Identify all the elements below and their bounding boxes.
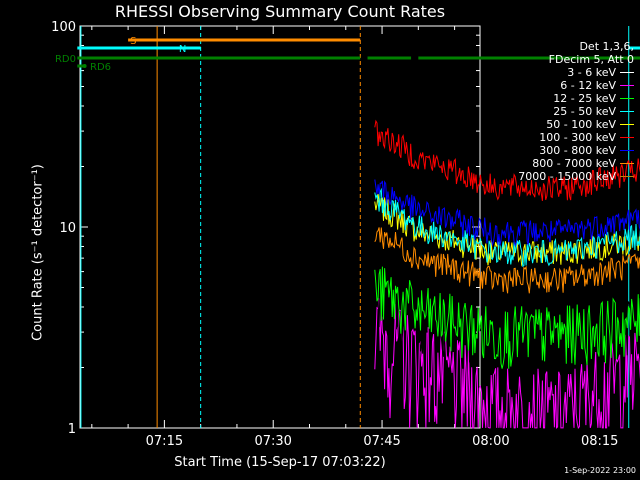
y-tick-label: 1 [68,422,76,437]
legend-swatch [620,98,634,99]
legend-entry: 3 - 6 keV [486,66,634,79]
legend-swatch [620,150,634,151]
flag-label-rd0: RD0 [55,54,76,65]
legend-entry-label: 100 - 300 keV [539,131,616,144]
series-trace-7 [374,227,640,294]
x-tick-label: 08:00 [472,434,509,449]
legend-entry: 800 - 7000 keV [486,157,634,170]
x-tick-label: 07:30 [254,434,291,449]
legend-header-line-1: Det 1,3,6, [579,40,634,53]
legend-entry-label: 50 - 100 keV [546,118,616,131]
legend-entry: 25 - 50 keV [486,105,634,118]
legend-swatch [620,137,634,138]
legend-entry: 12 - 25 keV [486,92,634,105]
legend-entry-label: 800 - 7000 keV [532,157,616,170]
flag-label-s: S [130,36,136,47]
legend-header-line-2: FDecim 5, Att 0 [548,53,634,66]
legend-swatch [620,72,634,73]
x-tick-label: 07:45 [363,434,400,449]
legend-entry: 7000 - 15000 keV [486,170,634,183]
legend-entry-label: 3 - 6 keV [567,66,616,79]
legend-swatch [620,111,634,112]
legend-entry: 300 - 800 keV [486,144,634,157]
legend-swatch [620,124,634,125]
flag-label-n: N [179,44,186,55]
legend-entry-label: 25 - 50 keV [553,105,616,118]
rd6-marker [82,64,87,68]
legend-entry-label: 7000 - 15000 keV [518,170,616,183]
series-trace-3 [374,187,640,267]
legend-swatch [620,85,634,86]
series-trace-5 [374,119,640,201]
legend-entry: 100 - 300 keV [486,131,634,144]
y-axis-label: Count Rate (s⁻¹ detector⁻¹) [30,164,46,341]
x-axis-label: Start Time (15-Sep-17 07:03:22) [174,455,386,470]
y-tick-label: 10 [59,221,76,236]
y-tick-label: 100 [51,20,76,35]
chart-title: RHESSI Observing Summary Count Rates [114,2,446,21]
x-tick-label: 07:15 [146,434,183,449]
legend: Det 1,3,6, FDecim 5, Att 0 3 - 6 keV 6 - … [486,40,634,183]
series-trace-1 [374,298,640,430]
footer-timestamp: 1-Sep-2022 23:00 [564,466,636,475]
legend-swatch [620,163,634,164]
flag-label-rd6: RD6 [90,62,111,73]
legend-entry-label: 12 - 25 keV [553,92,616,105]
series-trace-6 [374,179,640,248]
legend-entry-label: 300 - 800 keV [539,144,616,157]
x-tick-label: 08:15 [581,434,618,449]
legend-swatch [620,176,634,177]
legend-entry: 50 - 100 keV [486,118,634,131]
legend-entry: 6 - 12 keV [486,79,634,92]
legend-entry-label: 6 - 12 keV [560,79,616,92]
series-trace-2 [374,266,640,369]
